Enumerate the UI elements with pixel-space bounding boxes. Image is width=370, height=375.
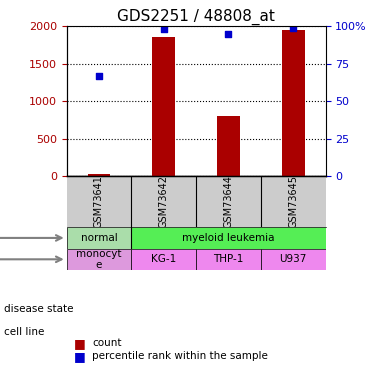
Text: GSM73645: GSM73645: [288, 175, 298, 228]
FancyBboxPatch shape: [67, 249, 131, 270]
Text: count: count: [92, 338, 122, 348]
Text: U937: U937: [280, 254, 307, 264]
Point: [96, 73, 102, 79]
Text: disease state: disease state: [4, 304, 73, 314]
FancyBboxPatch shape: [67, 227, 131, 249]
Bar: [88, 174, 110, 176]
Text: myeloid leukemia: myeloid leukemia: [182, 233, 275, 243]
Bar: [152, 38, 175, 176]
Point: [161, 26, 167, 32]
Text: monocyt
e: monocyt e: [76, 249, 122, 270]
Title: GDS2251 / 48808_at: GDS2251 / 48808_at: [117, 9, 275, 25]
FancyBboxPatch shape: [196, 249, 261, 270]
Text: ■: ■: [74, 350, 86, 363]
Text: ■: ■: [74, 337, 86, 350]
Text: percentile rank within the sample: percentile rank within the sample: [92, 351, 268, 361]
Point: [226, 31, 232, 37]
Text: GSM73642: GSM73642: [159, 175, 169, 228]
Text: GSM73644: GSM73644: [223, 175, 233, 228]
FancyBboxPatch shape: [131, 227, 326, 249]
Text: normal: normal: [81, 233, 117, 243]
Bar: [282, 30, 305, 176]
Text: GSM73641: GSM73641: [94, 175, 104, 228]
Bar: [217, 116, 240, 176]
Point: [290, 25, 296, 31]
FancyBboxPatch shape: [131, 249, 196, 270]
Text: KG-1: KG-1: [151, 254, 176, 264]
Text: cell line: cell line: [4, 327, 44, 337]
Text: THP-1: THP-1: [213, 254, 244, 264]
FancyBboxPatch shape: [261, 249, 326, 270]
